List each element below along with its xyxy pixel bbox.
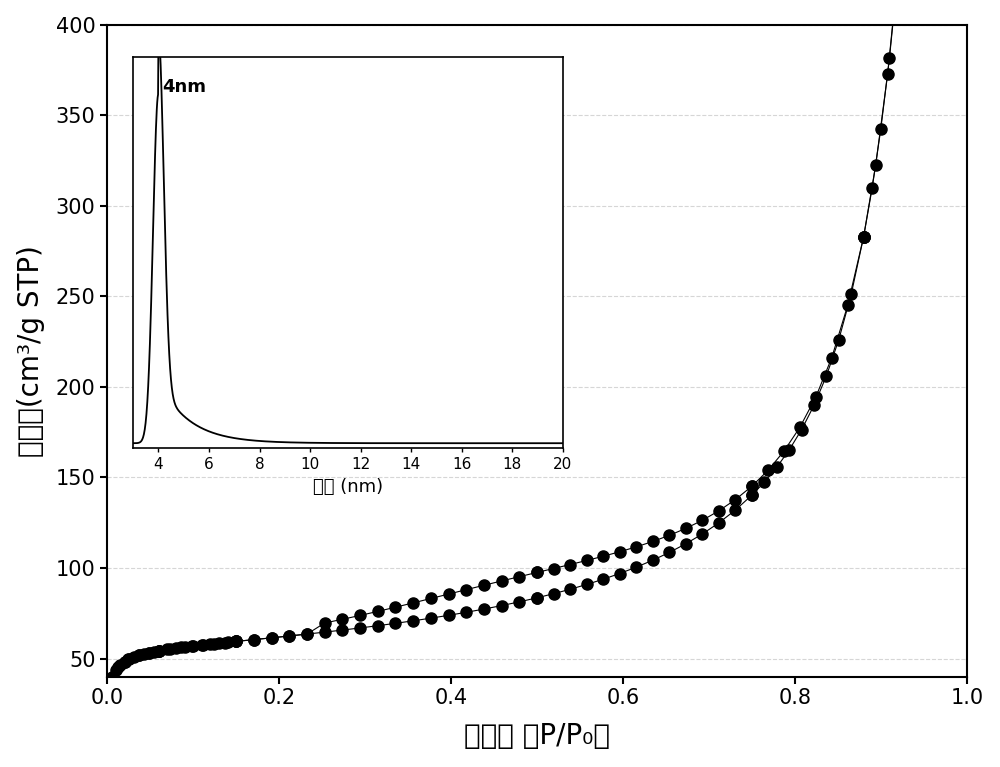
X-axis label: 比压强 （P/P₀）: 比压强 （P/P₀）	[464, 723, 610, 750]
Y-axis label: 吸附量(cm³/g STP): 吸附量(cm³/g STP)	[17, 245, 45, 456]
